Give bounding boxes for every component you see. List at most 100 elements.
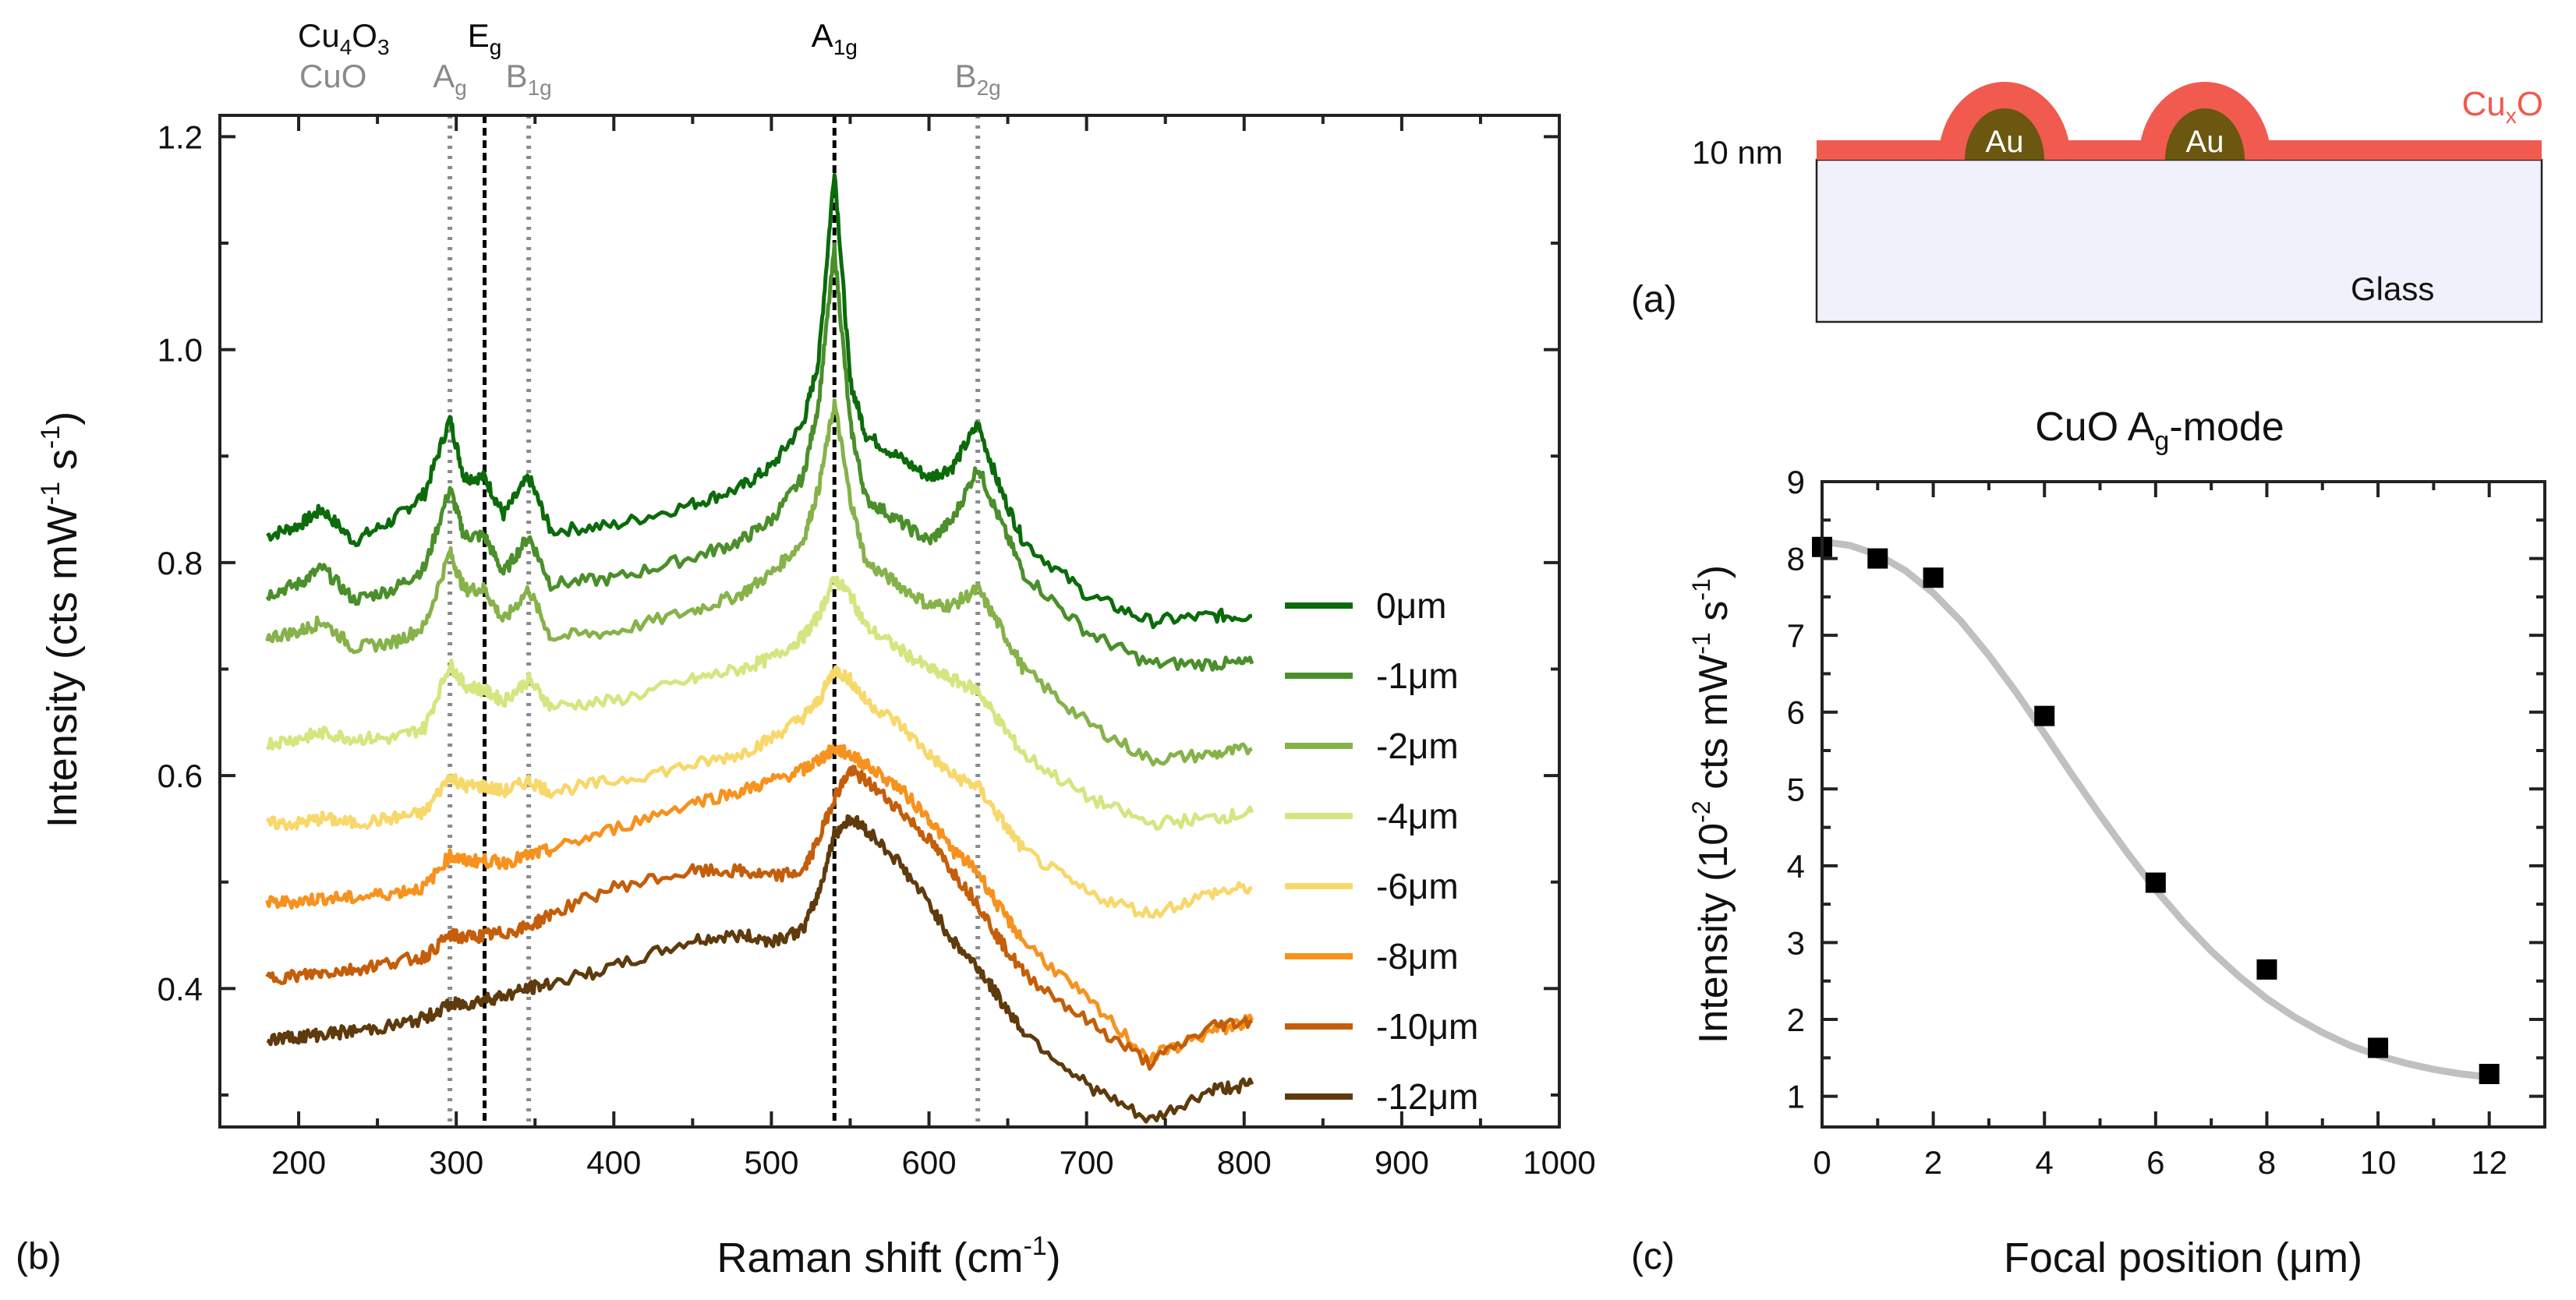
ag-title-a: CuO A xyxy=(2035,404,2154,450)
raman-x-tick-label-1: 300 xyxy=(429,1144,483,1181)
ag-x-tick-label-0: 0 xyxy=(1813,1144,1831,1181)
raman-legend-item: -2μm xyxy=(1285,726,1459,766)
ag-y-axis-ticks: 1 2 3 4 5 6 7 8 9 xyxy=(1787,464,2545,1115)
raman-legend-label: -12μm xyxy=(1376,1076,1478,1117)
au-label-2: Au xyxy=(2186,125,2224,159)
ag-chart-title: CuO Ag-mode xyxy=(2035,404,2284,456)
cu4o3-b: O xyxy=(352,17,377,54)
cuxo-label-tail: O xyxy=(2517,85,2543,123)
cu4o3-group-label: Cu4O3 xyxy=(298,17,390,59)
raman-mode-label-0: Ag xyxy=(433,58,467,100)
raman-legend-label: 0μm xyxy=(1376,585,1446,626)
ag-data-point-2 xyxy=(1923,567,1944,588)
cu4o3-s1: 4 xyxy=(340,35,352,59)
cuo-group-label: CuO xyxy=(299,58,366,94)
raman-mode-label-sub-0: g xyxy=(455,76,467,100)
raman-series-0μm xyxy=(265,173,1253,630)
raman-y-title-tail: ) xyxy=(39,412,86,426)
raman-legend-label: -2μm xyxy=(1376,726,1459,766)
thickness-label: 10 nm xyxy=(1692,134,1783,171)
raman-legend-label: -4μm xyxy=(1376,796,1459,836)
cuxo-label: CuxO xyxy=(2462,85,2543,128)
ag-y-tick-label-5: 6 xyxy=(1787,694,1805,731)
raman-mode-label-sub-2: 1g xyxy=(528,76,552,100)
raman-mode-label-3: A1g xyxy=(812,17,858,59)
raman-legend-label: -10μm xyxy=(1376,1006,1478,1047)
raman-legend-item: -12μm xyxy=(1285,1076,1478,1117)
cuxo-label-sub: x xyxy=(2506,104,2517,128)
ag-title-sub: g xyxy=(2154,426,2169,456)
raman-mode-label-sub-3: 1g xyxy=(833,35,858,59)
raman-x-tick-label-7: 900 xyxy=(1375,1144,1429,1181)
raman-series--12μm xyxy=(266,814,1254,1124)
cuxo-label-main: Cu xyxy=(2462,85,2506,123)
ag-data-point-3 xyxy=(2034,705,2055,726)
ag-x-tick-label-1: 2 xyxy=(1924,1144,1942,1181)
raman-x-title-tail: ) xyxy=(1047,1235,1061,1281)
ag-y-tick-label-3: 4 xyxy=(1787,848,1805,885)
panel-a-schematic: Au Au CuxO 10 nm Glass (a) xyxy=(1631,82,2543,323)
raman-series--1μm xyxy=(265,242,1254,673)
raman-legend-item: -6μm xyxy=(1285,866,1459,906)
raman-x-axis-title: Raman shift (cm-1) xyxy=(717,1231,1060,1281)
ag-x-tick-label-2: 4 xyxy=(2036,1144,2054,1181)
raman-legend: 0μm -1μm -2μm -4μm -6μm -8μm -10μm -12μm xyxy=(1285,585,1478,1117)
au-particle-1 xyxy=(1965,108,2044,160)
raman-series--4μm xyxy=(265,575,1254,831)
raman-x-tick-label-6: 800 xyxy=(1217,1144,1272,1181)
ag-x-tick-label-3: 6 xyxy=(2146,1144,2164,1181)
ag-x-tick-label-5: 10 xyxy=(2360,1144,2397,1181)
ag-y-tick-label-7: 8 xyxy=(1787,541,1805,578)
ag-x-axis-ticks: 0 2 4 6 8 10 12 xyxy=(1813,482,2546,1181)
ag-data-point-7 xyxy=(2479,1063,2500,1084)
glass-label: Glass xyxy=(2351,270,2434,307)
ag-x-axis-title: Focal position (μm) xyxy=(2004,1235,2362,1281)
raman-y-title-main: Intensity (cts mW xyxy=(39,505,86,828)
raman-mode-label-2: B1g xyxy=(506,58,552,100)
raman-mode-label-main-4: B xyxy=(955,58,977,94)
ag-data-points xyxy=(1812,536,2500,1084)
raman-series--10μm xyxy=(265,765,1254,1071)
raman-mode-label-main-3: A xyxy=(812,17,833,54)
raman-mode-label-main-1: E xyxy=(468,17,490,54)
raman-y-tick-label-2: 0.8 xyxy=(157,545,203,581)
ag-data-point-1 xyxy=(1867,548,1888,569)
raman-x-tick-label-8: 1000 xyxy=(1523,1144,1595,1181)
raman-legend-label: -6μm xyxy=(1376,866,1459,906)
ag-title-b: -mode xyxy=(2169,404,2284,450)
raman-x-tick-label-2: 400 xyxy=(586,1144,641,1181)
raman-series--2μm xyxy=(265,398,1253,767)
ag-y-title-sup1: -2 xyxy=(1687,800,1715,822)
raman-mode-label-4: B2g xyxy=(955,58,1001,100)
raman-mode-label-main-0: A xyxy=(433,58,455,94)
ag-plot-frame xyxy=(1821,480,2546,1129)
raman-legend-label: -8μm xyxy=(1376,936,1459,977)
raman-legend-item: -8μm xyxy=(1285,936,1459,977)
raman-y-tick-label-4: 1.2 xyxy=(157,118,203,155)
raman-x-tick-label-3: 500 xyxy=(744,1144,798,1181)
raman-x-tick-label-5: 700 xyxy=(1060,1144,1114,1181)
raman-legend-item: 0μm xyxy=(1285,585,1446,626)
ag-y-tick-label-8: 9 xyxy=(1787,464,1805,500)
raman-y-title-sup2: -1 xyxy=(36,426,65,449)
cu4o3-s2: 3 xyxy=(377,35,390,59)
ag-y-tick-label-0: 1 xyxy=(1787,1079,1805,1115)
raman-mode-label-sub-4: 2g xyxy=(977,76,1001,100)
raman-x-axis-ticks: 200 300 400 500 600 700 800 900 1000 xyxy=(218,115,1596,1181)
panel-c-label: (c) xyxy=(1631,1236,1675,1277)
raman-series--8μm xyxy=(265,744,1254,1064)
raman-y-tick-label-3: 1.0 xyxy=(157,332,203,369)
au-particle-2 xyxy=(2165,108,2245,160)
ag-y-tick-label-2: 3 xyxy=(1787,924,1805,961)
raman-y-axis-title: Intensity (cts mW-1 s-1) xyxy=(36,412,86,828)
raman-y-tick-label-1: 0.6 xyxy=(157,758,203,794)
cu4o3-a: Cu xyxy=(298,17,340,54)
ag-data-point-5 xyxy=(2256,959,2277,980)
ag-y-axis-title: Intensity (10-2 cts mW-1 s-1) xyxy=(1687,565,1736,1044)
raman-legend-item: -10μm xyxy=(1285,1006,1478,1047)
glass-substrate xyxy=(1815,158,2543,323)
ag-y-title-sup2: -1 xyxy=(1687,632,1715,654)
raman-y-title-sup1: -1 xyxy=(36,482,65,505)
